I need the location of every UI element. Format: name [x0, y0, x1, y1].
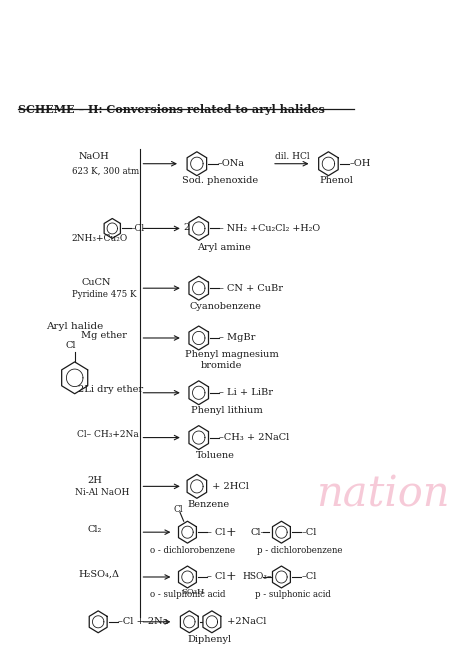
Text: 2Li dry ether: 2Li dry ether [79, 385, 144, 394]
Text: 2NH₃+Cu₂O: 2NH₃+Cu₂O [72, 234, 128, 243]
Text: + 2HCl: + 2HCl [209, 482, 249, 491]
Text: Cl: Cl [173, 505, 183, 514]
Text: – Cl: – Cl [207, 528, 226, 537]
Text: SO₃H: SO₃H [181, 588, 204, 596]
Text: –Cl: –Cl [131, 224, 145, 233]
Text: Ni-Al NaOH: Ni-Al NaOH [75, 488, 129, 497]
Text: Mg ether: Mg ether [81, 330, 127, 340]
Text: Aryl amine: Aryl amine [197, 243, 251, 252]
Text: Phenyl lithium: Phenyl lithium [191, 406, 263, 415]
Text: CuCN: CuCN [81, 278, 111, 287]
Text: nation: nation [316, 473, 450, 515]
Text: –ONa: –ONa [218, 159, 245, 168]
Text: Diphenyl: Diphenyl [187, 635, 232, 645]
Text: p - sulphonic acid: p - sulphonic acid [255, 590, 331, 600]
Text: Pyridine 475 K: Pyridine 475 K [72, 289, 137, 299]
Text: – Li + LiBr: – Li + LiBr [219, 388, 273, 397]
Text: –Cl: –Cl [301, 528, 317, 537]
Text: Phenyl magnesium: Phenyl magnesium [185, 350, 278, 359]
Text: –Cl: –Cl [301, 572, 317, 582]
Text: 2H: 2H [88, 476, 103, 485]
Text: –OH: –OH [349, 159, 371, 168]
Text: +2NaCl: +2NaCl [224, 617, 266, 626]
Text: dil. HCl: dil. HCl [275, 152, 310, 161]
Text: Benzene: Benzene [187, 500, 229, 509]
Text: – CN + CuBr: – CN + CuBr [219, 283, 283, 293]
Text: Phenol: Phenol [319, 176, 353, 185]
Text: +: + [225, 570, 236, 584]
Text: Sod. phenoxide: Sod. phenoxide [182, 176, 258, 185]
Text: bromide: bromide [201, 361, 242, 371]
Text: +: + [225, 526, 236, 539]
Text: NaOH: NaOH [79, 152, 109, 161]
Text: H₂SO₄,Δ: H₂SO₄,Δ [79, 570, 119, 578]
Text: –CH₃ + 2NaCl: –CH₃ + 2NaCl [219, 433, 290, 442]
Text: – Cl: – Cl [207, 572, 226, 582]
Text: – MgBr: – MgBr [219, 334, 256, 342]
Text: Cl–: Cl– [250, 528, 266, 537]
Text: – NH₂ +Cu₂Cl₂ +H₂O: – NH₂ +Cu₂Cl₂ +H₂O [219, 224, 320, 233]
Text: Cl: Cl [66, 342, 76, 350]
Text: Cl₂: Cl₂ [88, 525, 102, 534]
Text: Cyanobenzene: Cyanobenzene [189, 302, 261, 311]
Text: HSO₃–: HSO₃– [242, 572, 272, 582]
Text: 623 K, 300 atm: 623 K, 300 atm [72, 166, 139, 175]
Text: Cl– CH₃+2Na: Cl– CH₃+2Na [77, 430, 138, 439]
Text: o - sulphonic acid: o - sulphonic acid [150, 590, 225, 600]
Text: SCHEME – II: Conversions related to aryl halides: SCHEME – II: Conversions related to aryl… [18, 104, 325, 115]
Text: Toluene: Toluene [196, 451, 235, 460]
Text: 2: 2 [184, 223, 190, 232]
Text: o - dichlorobenzene: o - dichlorobenzene [150, 545, 235, 555]
Text: Aryl halide: Aryl halide [46, 322, 103, 330]
Text: –Cl + 2Na: –Cl + 2Na [118, 617, 168, 626]
Text: p - dichlorobenzene: p - dichlorobenzene [257, 545, 343, 555]
